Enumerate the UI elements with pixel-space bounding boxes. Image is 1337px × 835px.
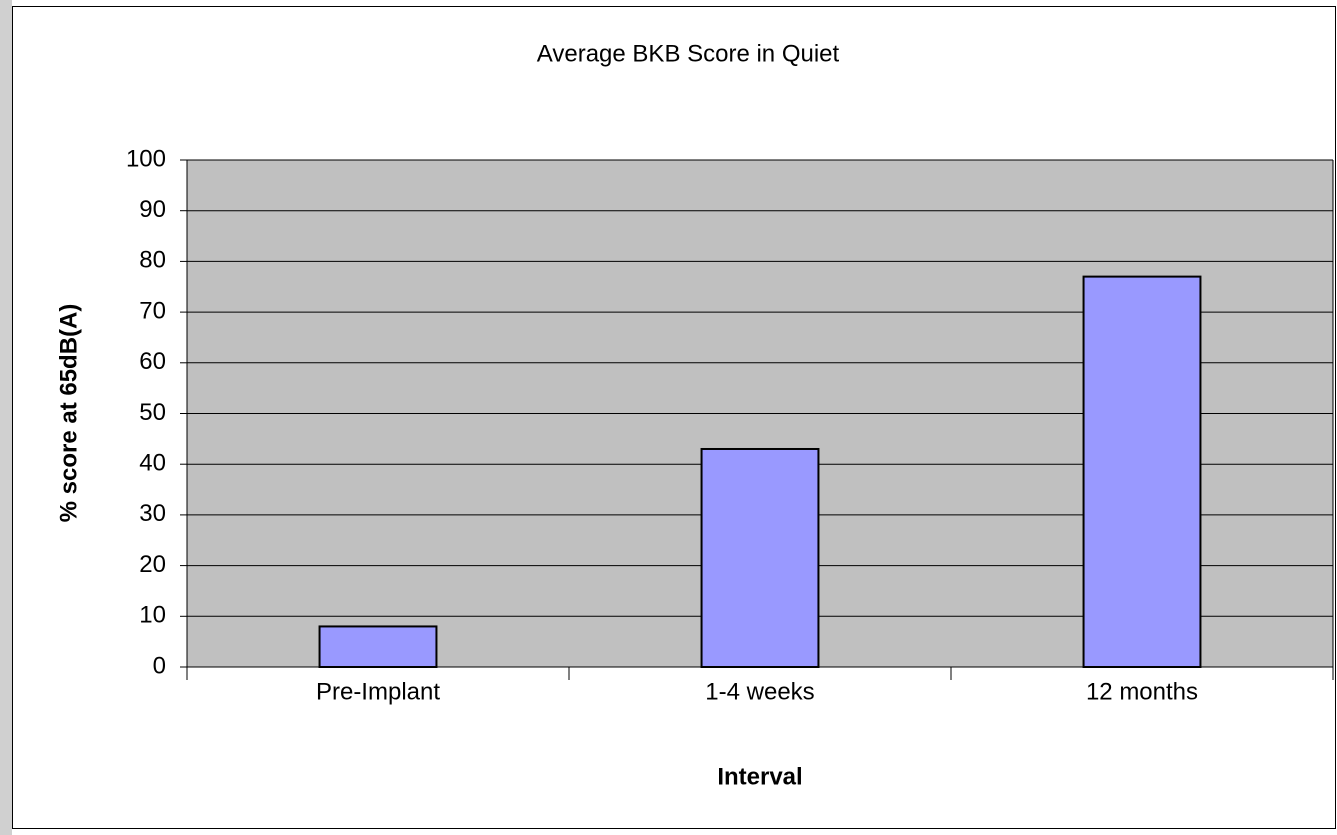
y-tick-label: 80: [139, 247, 166, 274]
x-axis-title: Interval: [717, 763, 802, 790]
y-tick-label: 50: [139, 399, 166, 426]
y-tick-label: 90: [139, 196, 166, 223]
bar: [318, 625, 438, 669]
y-tick-label: 30: [139, 500, 166, 527]
y-tick-label: 40: [139, 450, 166, 477]
y-tick-label: 100: [126, 145, 166, 172]
left-strip: [0, 0, 12, 835]
y-tick-label: 60: [139, 348, 166, 375]
y-tick-label: 0: [153, 652, 166, 679]
y-axis-title: % score at 65dB(A): [55, 304, 82, 523]
y-tick-label: 10: [139, 602, 166, 629]
bar: [700, 447, 820, 668]
y-tick-label: 70: [139, 297, 166, 324]
x-tick-label: 12 months: [1086, 678, 1198, 705]
bar: [1082, 275, 1202, 668]
chart-border: [12, 6, 1336, 829]
chart-title: Average BKB Score in Quiet: [537, 40, 840, 67]
y-tick-label: 20: [139, 551, 166, 578]
x-tick-label: 1-4 weeks: [705, 678, 814, 705]
x-tick-label: Pre-Implant: [316, 678, 440, 705]
